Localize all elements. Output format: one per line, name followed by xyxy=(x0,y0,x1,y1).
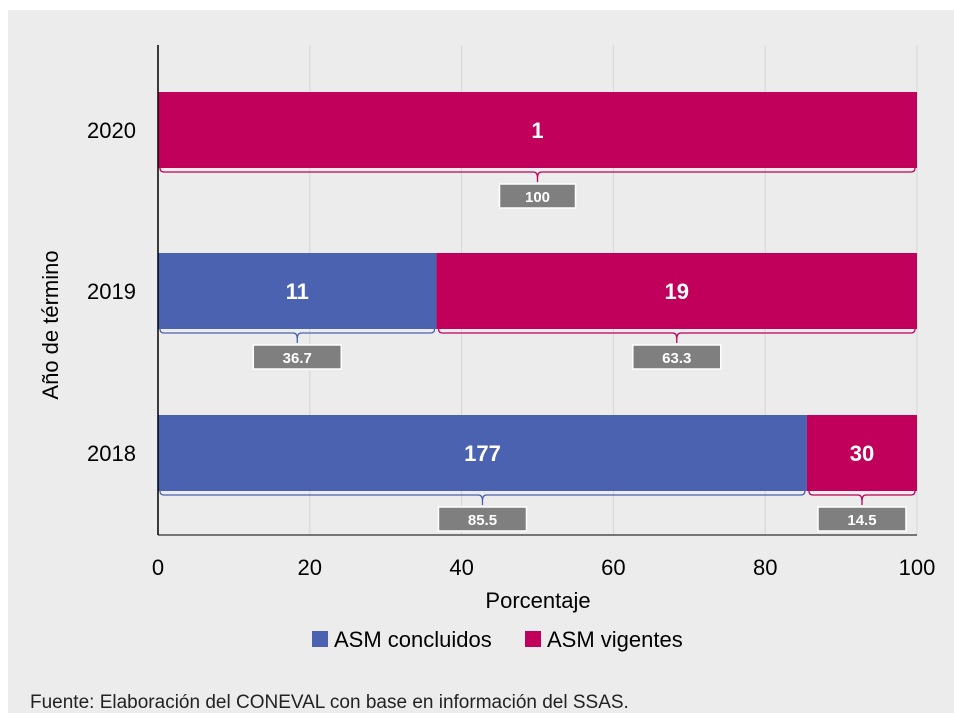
percent-label-box xyxy=(252,344,343,370)
legend-label: ASM concluidos xyxy=(334,627,492,652)
x-tick-label: 0 xyxy=(152,555,164,580)
legend-label: ASM vigentes xyxy=(547,627,683,652)
y-tick-label: 2020 xyxy=(87,118,136,143)
y-axis-title: Año de término xyxy=(38,250,63,399)
bar-count-label: 1 xyxy=(531,118,543,143)
percent-label-box xyxy=(437,506,528,532)
y-tick-label: 2019 xyxy=(87,279,136,304)
bar-count-label: 177 xyxy=(464,441,501,466)
bar-segment xyxy=(158,415,807,491)
percent-label: 100 xyxy=(525,189,550,206)
bar-count-label: 19 xyxy=(665,279,689,304)
legend-swatch xyxy=(525,631,541,647)
x-tick-label: 40 xyxy=(449,555,473,580)
x-tick-label: 60 xyxy=(601,555,625,580)
source-note: Fuente: Elaboración del CONEVAL con base… xyxy=(30,692,629,713)
x-axis-title: Porcentaje xyxy=(485,588,590,613)
bar-segment xyxy=(436,253,917,329)
bar-count-label: 30 xyxy=(850,441,874,466)
bar-segment xyxy=(806,415,917,491)
segment-bracket xyxy=(808,490,916,505)
bar-segment xyxy=(158,253,437,329)
segment-bracket xyxy=(159,328,436,343)
segment-bracket xyxy=(159,167,916,182)
x-tick-label: 100 xyxy=(899,555,936,580)
y-tick-label: 2018 xyxy=(87,441,136,466)
bars: 1 100 11 36.7 19 63.3 177 85.5 30 14.5 xyxy=(158,92,917,532)
percent-label-box xyxy=(817,506,907,532)
segment-bracket xyxy=(437,328,916,343)
bar-count-label: 11 xyxy=(286,279,309,304)
percent-label-box xyxy=(632,344,722,370)
percent-label: 36.7 xyxy=(283,350,312,367)
bar-segment xyxy=(158,92,917,168)
percent-label: 63.3 xyxy=(662,350,691,367)
legend-swatch xyxy=(312,631,328,647)
percent-label: 85.5 xyxy=(468,512,497,529)
x-tick-label: 80 xyxy=(753,555,777,580)
segment-bracket xyxy=(159,490,806,505)
legend: ASM concluidos ASM vigentes xyxy=(312,627,683,652)
axes: 0 20 40 60 80 100 2020 2019 2018 xyxy=(87,45,935,580)
percent-label-box xyxy=(498,183,577,209)
percent-label: 14.5 xyxy=(847,512,876,529)
x-tick-label: 20 xyxy=(298,555,322,580)
